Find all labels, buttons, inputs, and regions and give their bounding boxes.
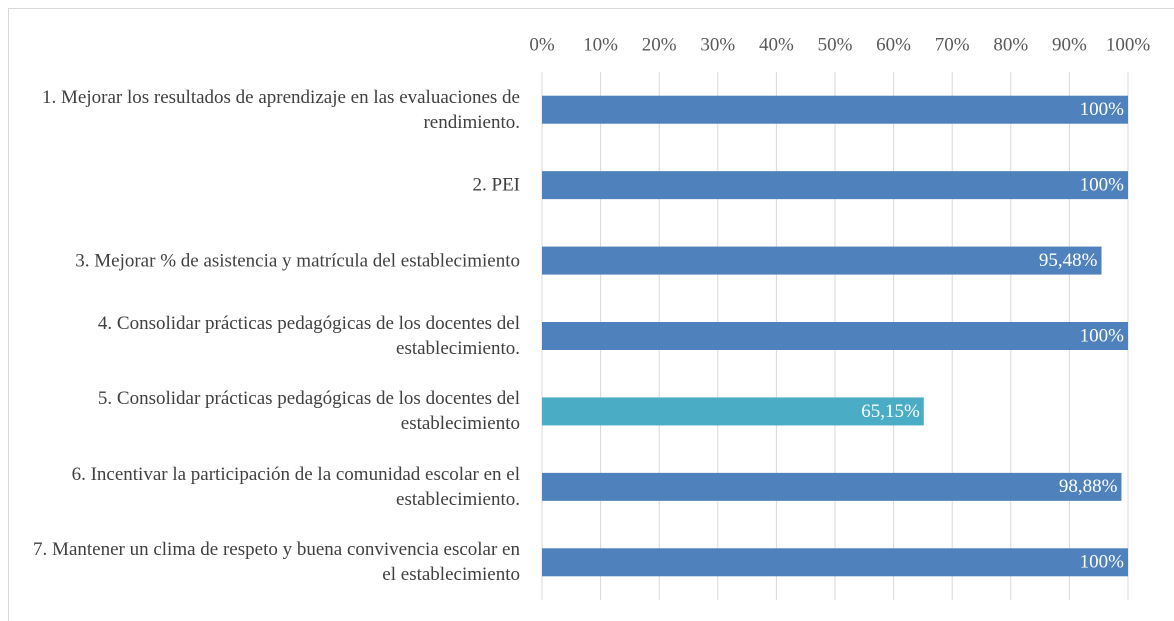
bar (542, 95, 1128, 124)
value-label: 65,15% (861, 401, 920, 422)
y-tick-label: 7. Mantener un clima de respeto y buena … (33, 539, 520, 586)
x-tick-label: 80% (993, 34, 1028, 55)
x-tick-label: 60% (876, 34, 911, 55)
y-tick-label: 5. Consolidar prácticas pedagógicas de l… (97, 388, 520, 435)
y-tick-label: 3. Mejorar % de asistencia y matrícula d… (75, 250, 520, 272)
y-tick-label: 2. PEI (472, 174, 521, 196)
x-tick-label: 10% (583, 34, 618, 55)
bar (542, 397, 924, 426)
bar (542, 472, 1122, 501)
value-label: 100% (1080, 99, 1125, 120)
bar (542, 548, 1128, 577)
y-tick-label: 1. Mejorar los resultados de aprendizaje… (42, 86, 520, 133)
y-tick-label: 6. Incentivar la participación de la com… (71, 463, 520, 510)
bar (542, 322, 1128, 350)
x-tick-label: 90% (1052, 34, 1087, 55)
bar (542, 246, 1102, 275)
x-tick-label: 40% (759, 34, 794, 55)
chart-frame (8, 8, 1174, 621)
x-tick-label: 50% (818, 34, 853, 55)
x-tick-label: 100% (1106, 34, 1151, 55)
value-label: 100% (1080, 325, 1125, 346)
y-tick-label: 4. Consolidar prácticas pedagógicas de l… (97, 313, 520, 359)
value-label: 95,48% (1039, 250, 1098, 271)
value-label: 98,88% (1059, 476, 1118, 497)
x-tick-label: 30% (700, 34, 735, 55)
x-tick-label: 20% (642, 34, 677, 55)
value-label: 100% (1080, 552, 1125, 573)
value-label: 100% (1080, 175, 1125, 196)
x-tick-label: 0% (529, 34, 555, 55)
bar (542, 171, 1128, 200)
x-tick-label: 70% (935, 34, 970, 55)
